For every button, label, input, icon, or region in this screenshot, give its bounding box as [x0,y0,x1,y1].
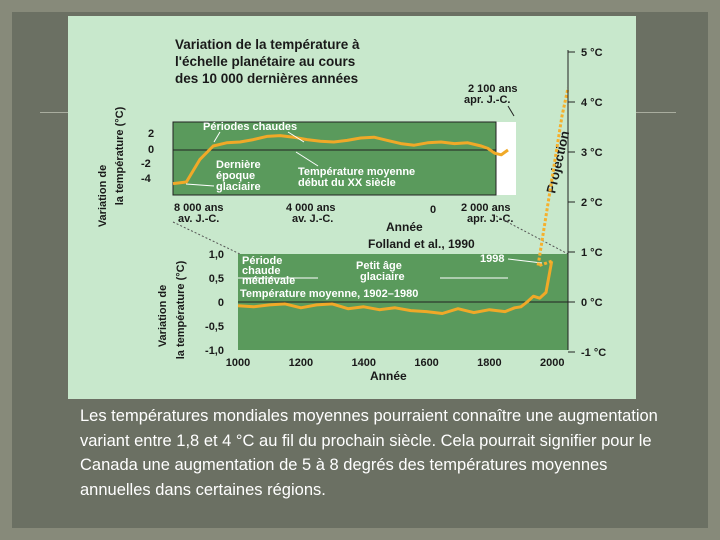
lower-ytick-label: 0,5 [209,273,224,285]
lower-ytick-label: 0 [218,297,224,309]
upper-plot-future-area [496,122,516,195]
future-annotation-line-2: apr. J.-C. [464,94,510,106]
lower-annotation-medieval-line-3: médiévale [242,275,295,287]
lower-xtick-label: 1400 [351,357,375,369]
right-axis-tick-label: 4 °C [581,97,603,109]
upper-ytick-label: -4 [141,173,152,185]
right-axis-ticks: 5 °C 4 °C 3 °C 2 °C 1 °C 0 °C -1 °C [568,47,606,359]
upper-annotation-ice-age-line-2: époque [216,170,255,182]
upper-annotation-pointer [185,183,215,187]
upper-annotation-warm-periods: Périodes chaudes [203,121,297,133]
upper-xtick-label: apr. J.-C. [467,213,513,225]
upper-xtick-label: 8 000 ans [174,202,224,214]
lower-annotation-pointer [507,258,543,264]
lower-xtick-labels: 1000 1200 1400 1600 1800 2000 [226,357,565,369]
upper-ytick-label: 2 [148,128,154,140]
upper-chart: Variation de la température à l'échelle … [97,37,572,251]
lower-xtick-label: 1200 [289,357,313,369]
upper-annotation-ice-age-line-3: glaciaire [216,181,261,193]
upper-xtick-label: 0 [430,204,436,216]
lower-annotation-little-ice-age-line-2: glaciaire [360,271,405,283]
right-axis-tick-label: -1 °C [581,347,606,359]
upper-annotation-pointer [287,131,305,143]
lower-ylabel-line-2: la température (°C) [175,260,187,359]
lower-xlabel: Année [370,369,407,383]
lower-annotation-medieval-line-1: Période [242,255,282,267]
projection-dotted-line [536,87,570,269]
upper-ytick-label: -2 [141,158,151,170]
lower-ytick-label: -1,0 [205,345,224,357]
lower-temperature-curve [237,260,554,315]
lower-ylabel-line-1: Variation de [157,285,169,347]
upper-title-line-2: l'échelle planétaire au cours [175,54,355,69]
upper-plot-area [173,122,496,195]
lower-xtick-label: 1800 [477,357,501,369]
temperature-charts-svg: Variation de la température à l'échelle … [97,37,606,383]
right-axis-tick-label: 3 °C [581,147,603,159]
lower-xtick-label: 2000 [540,357,564,369]
upper-annotation-pointer [213,131,221,143]
lower-xtick-label: 1600 [414,357,438,369]
zoom-connector-line [495,215,569,255]
upper-title-line-1: Variation de la température à [175,37,360,52]
upper-annotation-ice-age-line-1: Dernière [216,159,261,171]
divider-line [40,112,68,113]
lower-chart: Variation de la température (°C) 1,0 0,5 0… [157,249,568,383]
right-axis-tick-label: 2 °C [581,197,603,209]
upper-xtick-label: av. J.-C. [292,213,333,225]
lower-xtick-label: 1000 [226,357,250,369]
upper-annotation-mean-temp-line-1: Température moyenne [298,166,415,178]
upper-xtick-label: av. J.-C. [178,213,219,225]
upper-annotation-mean-temp-line-2: début du XX siècle [298,177,396,189]
zoom-connector-line [172,221,241,255]
upper-xtick-label: 2 000 ans [461,202,511,214]
lower-ytick-label: 1,0 [209,249,224,261]
right-axis-tick-label: 0 °C [581,297,603,309]
right-axis-tick-label: 1 °C [581,247,603,259]
lower-annotation-1998: 1998 [480,253,504,265]
upper-title-line-3: des 10 000 dernières années [175,71,358,86]
upper-ylabel-line-2: la température (°C) [114,106,126,205]
lower-annotation-medieval-line-2: chaude [242,265,281,277]
lower-ytick-labels: 1,0 0,5 0 -0,5 -1,0 [205,249,224,357]
divider-line [636,112,676,113]
future-annotation-pointer [507,105,515,117]
caption-text: Les températures mondiales moyennes pour… [80,407,658,499]
upper-plot-frame [172,121,497,196]
right-axis-tick-label: 5 °C [581,47,603,59]
upper-ylabel-line-1: Variation de [97,165,109,227]
lower-annotation-mean-1902-1980: Température moyenne, 1902–1980 [240,288,418,300]
upper-xlabel: Année [386,220,423,234]
lower-annotation-little-ice-age-line-1: Petit âge [356,260,402,272]
upper-annotation-pointer [295,151,319,167]
upper-ytick-label: 0 [148,144,154,156]
temperature-figure: Variation de la température à l'échelle … [68,16,636,399]
lower-ytick-label: -0,5 [205,321,224,333]
lower-source-label: Folland et al., 1990 [368,237,475,251]
upper-temperature-curve [172,134,509,186]
upper-xtick-label: 4 000 ans [286,202,336,214]
future-annotation-line-1: 2 100 ans [468,83,518,95]
